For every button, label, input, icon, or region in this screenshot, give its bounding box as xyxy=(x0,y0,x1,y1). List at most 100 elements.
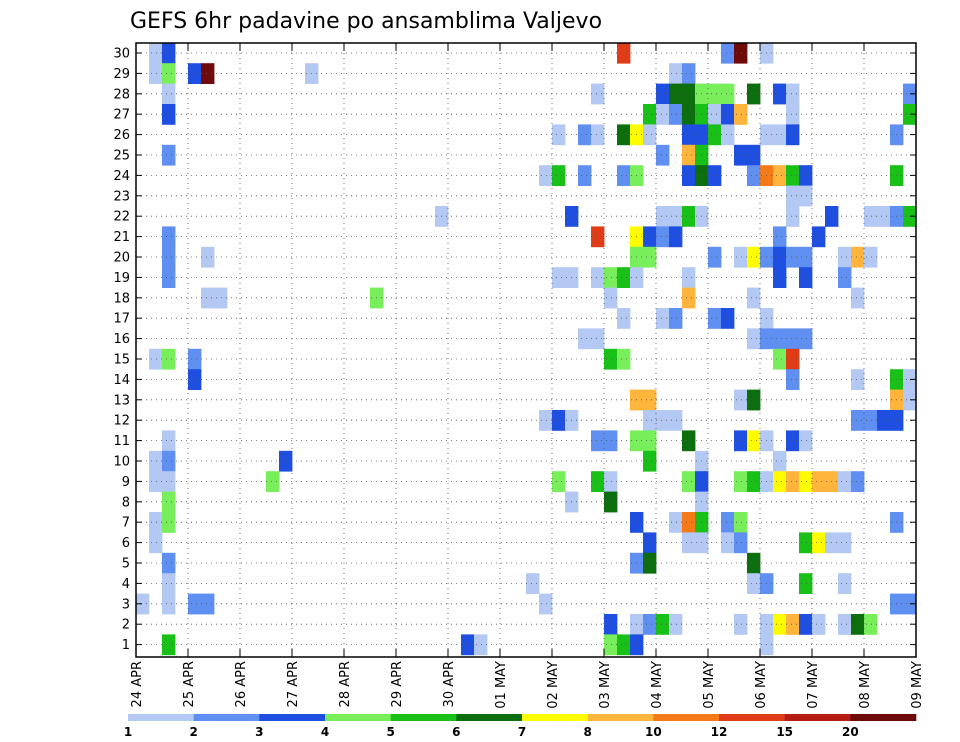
heatmap-cell xyxy=(838,532,852,554)
heatmap-cell xyxy=(708,246,722,268)
heatmap-cell xyxy=(643,614,657,635)
heatmap-cell xyxy=(799,185,813,207)
heatmap-cell xyxy=(201,593,215,615)
heatmap-cell xyxy=(838,471,852,492)
heatmap-cell xyxy=(773,267,787,288)
heatmap-cell xyxy=(279,450,293,472)
heatmap-cell xyxy=(682,144,696,166)
heatmap-cell xyxy=(643,532,657,554)
heatmap-cell xyxy=(162,83,176,105)
heatmap-cell xyxy=(656,206,670,227)
heatmap-cell xyxy=(604,614,618,635)
heatmap-cell xyxy=(682,287,696,309)
heatmap-cell xyxy=(162,593,176,615)
heatmap-cell xyxy=(656,308,670,329)
heatmap-cell xyxy=(201,246,215,268)
heatmap-cell xyxy=(799,246,813,268)
heatmap-cell xyxy=(201,287,215,309)
plot-grid xyxy=(136,43,916,657)
heatmap-cell xyxy=(604,430,618,452)
heatmap-cell xyxy=(903,593,917,615)
y-tick-label: 28 xyxy=(113,87,130,102)
heatmap-cell xyxy=(188,593,202,615)
heatmap-cells xyxy=(136,42,917,656)
heatmap-cell xyxy=(617,165,631,186)
heatmap-cell xyxy=(591,226,605,248)
heatmap-cell xyxy=(461,634,475,656)
x-tick-label: 03 MAY xyxy=(598,661,613,709)
x-tick-label: 07 MAY xyxy=(806,661,821,709)
colorbar-label: 5 xyxy=(386,725,394,739)
heatmap-cell xyxy=(266,471,280,492)
y-tick-label: 19 xyxy=(113,271,130,286)
colorbar: 1 2 3 4 5 6 7 8 10 12 15 20 xyxy=(124,714,917,739)
heatmap-cell xyxy=(474,634,488,656)
heatmap-cell xyxy=(656,410,670,431)
heatmap-cell xyxy=(162,450,176,472)
heatmap-cell xyxy=(149,450,163,472)
heatmap-cell xyxy=(669,206,683,227)
heatmap-cell xyxy=(201,63,215,84)
y-tick-label: 12 xyxy=(113,414,130,429)
colorbar-label: 1 xyxy=(124,725,132,739)
heatmap-cell xyxy=(734,532,748,554)
colorbar-label: 3 xyxy=(255,725,263,739)
heatmap-cell xyxy=(552,165,566,186)
heatmap-cell xyxy=(734,614,748,635)
y-tick-label: 17 xyxy=(113,312,130,327)
heatmap-cell xyxy=(734,430,748,452)
heatmap-cell xyxy=(773,614,787,635)
heatmap-cell xyxy=(734,471,748,492)
heatmap-cell xyxy=(643,389,657,411)
heatmap-cell xyxy=(539,410,553,431)
colorbar-label: 15 xyxy=(776,725,793,739)
heatmap-cell xyxy=(682,532,696,554)
y-tick-label: 4 xyxy=(122,577,130,592)
heatmap-cell xyxy=(786,471,800,492)
heatmap-cell xyxy=(669,63,683,84)
y-tick-label: 27 xyxy=(113,108,130,123)
heatmap-cell xyxy=(682,104,696,125)
heatmap-cell xyxy=(747,389,761,411)
colorbar-label: 12 xyxy=(711,725,728,739)
heatmap-cell xyxy=(851,287,865,309)
x-tick-label: 06 MAY xyxy=(754,661,769,709)
heatmap-cell xyxy=(669,308,683,329)
heatmap-cell xyxy=(786,124,800,146)
heatmap-cell xyxy=(747,144,761,166)
y-tick-label: 23 xyxy=(113,189,130,204)
heatmap-cell xyxy=(877,206,891,227)
heatmap-cell xyxy=(903,104,917,125)
x-axis-ticks: 24 APR 25 APR 26 APR 27 APR 28 APR 29 APR 30 A… xyxy=(130,43,925,709)
heatmap-cell xyxy=(682,430,696,452)
heatmap-cell xyxy=(799,430,813,452)
heatmap-cell xyxy=(682,83,696,105)
heatmap-cell xyxy=(552,471,566,492)
x-tick-label: 27 APR xyxy=(286,661,301,707)
colorbar-swatch xyxy=(259,714,326,721)
heatmap-cell xyxy=(721,104,735,125)
heatmap-cell xyxy=(786,348,800,370)
heatmap-cell xyxy=(864,410,878,431)
heatmap-cell xyxy=(162,63,176,84)
y-tick-label: 16 xyxy=(113,332,130,347)
heatmap-cell xyxy=(786,185,800,207)
heatmap-cell xyxy=(838,573,852,594)
y-tick-label: 24 xyxy=(113,169,130,184)
heatmap-cell xyxy=(617,634,631,656)
y-tick-label: 14 xyxy=(113,373,130,388)
chart-title: GEFS 6hr padavine po ansamblima Valjevo xyxy=(130,9,602,34)
heatmap-cell xyxy=(747,471,761,492)
colorbar-label: 2 xyxy=(189,725,197,739)
y-tick-label: 30 xyxy=(113,47,130,62)
heatmap-cell xyxy=(188,348,202,370)
heatmap-cell xyxy=(708,83,722,105)
y-tick-label: 5 xyxy=(122,557,130,572)
heatmap-cell xyxy=(162,104,176,125)
heatmap-cell xyxy=(682,471,696,492)
heatmap-cell xyxy=(591,267,605,288)
heatmap-cell xyxy=(734,42,748,64)
heatmap-cell xyxy=(799,267,813,288)
heatmap-cell xyxy=(669,226,683,248)
